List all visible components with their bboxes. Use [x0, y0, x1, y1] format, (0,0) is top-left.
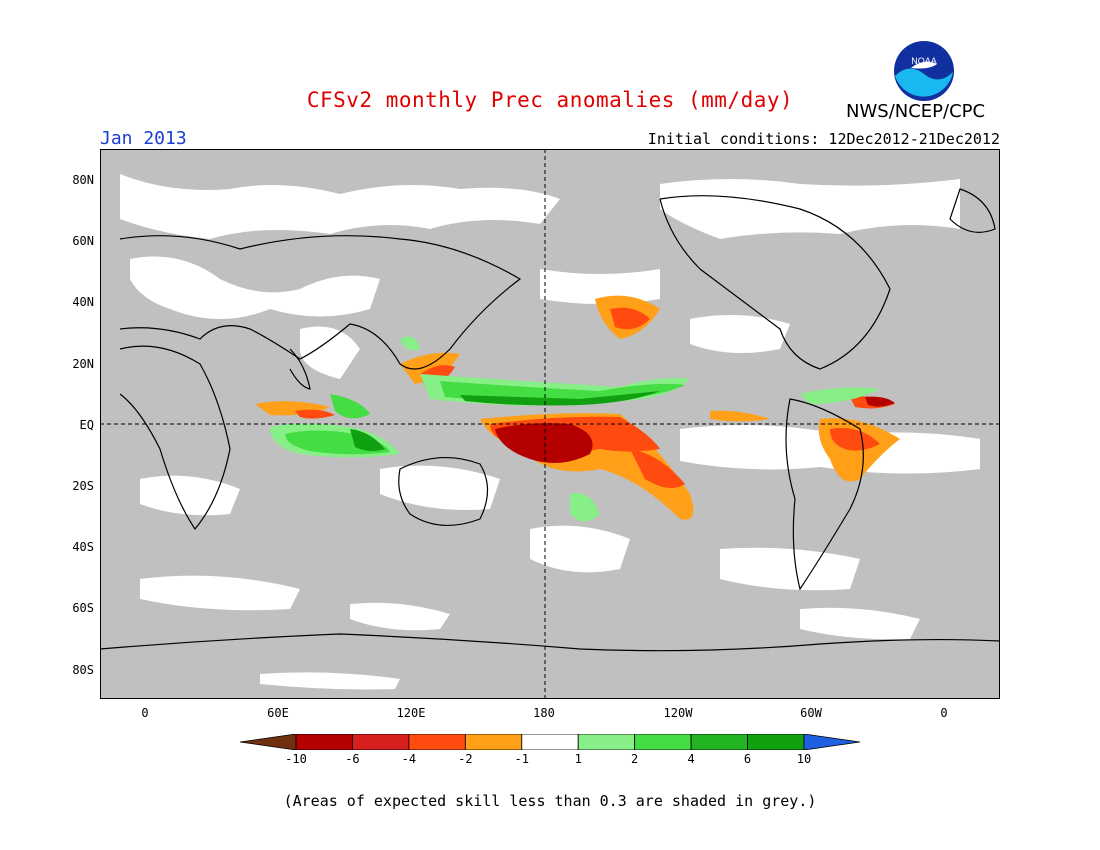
colorbar-cell: [352, 734, 410, 750]
skill-footnote: (Areas of expected skill less than 0.3 a…: [283, 792, 817, 810]
noaa-logo-icon: NOAA: [894, 41, 954, 101]
anomaly-dry-strong: [495, 396, 895, 463]
coastlines: [100, 188, 1000, 652]
colorbar-label: 10: [796, 752, 812, 766]
colorbar-label: -10: [285, 752, 307, 766]
colorbar-cell: [464, 734, 523, 750]
lat-label-20s: 20S: [72, 479, 94, 493]
lat-label-eq: EQ: [79, 418, 94, 432]
colorbar-label: 4: [687, 752, 695, 766]
colorbar-cell: [577, 734, 636, 750]
colorbar-cell: [634, 734, 692, 750]
colorbar-label: -4: [401, 752, 417, 766]
colorbar-cell: [803, 734, 860, 750]
lat-label-60s: 60S: [72, 601, 94, 615]
colorbar-label: -1: [514, 752, 529, 766]
lat-label-80n: 80N: [72, 173, 94, 187]
lon-label-180: 180: [533, 706, 555, 720]
colorbar-label: 1: [574, 752, 582, 766]
map-title: CFSv2 monthly Prec anomalies (mm/day): [306, 88, 794, 112]
lat-label-40s: 40S: [72, 540, 94, 554]
colorbar-cell: [295, 734, 353, 750]
lat-label-20n: 20N: [72, 357, 94, 371]
colorbar-cell: [521, 734, 579, 750]
logo-text: NOAA: [911, 56, 937, 66]
anomaly-wet-strong: [350, 391, 660, 452]
colorbar-label: -6: [345, 752, 360, 766]
lat-label-40n: 40N: [72, 295, 94, 309]
colorbar-label: 2: [631, 752, 639, 766]
forecast-month: Jan 2013: [100, 128, 187, 149]
lon-label-120e: 120E: [396, 706, 426, 720]
lon-label-0: 0: [141, 706, 149, 720]
agency-label: NWS/NCEP/CPC: [846, 101, 986, 122]
colorbar-label: 6: [743, 752, 752, 766]
initial-conditions: Initial conditions: 12Dec2012-21Dec2012: [647, 130, 1000, 148]
anomaly-map: [100, 149, 1000, 699]
colorbar-cell: [690, 734, 748, 750]
lat-label-80s: 80S: [72, 663, 94, 677]
colorbar-cell: [408, 734, 466, 750]
lon-label-60w: 60W: [800, 706, 822, 720]
lat-label-60n: 60N: [72, 234, 94, 248]
colorbar-cells: [240, 734, 860, 750]
colorbar-label: -2: [458, 752, 473, 766]
colorbar-cell: [747, 734, 805, 750]
lon-label-120w: 120W: [663, 706, 693, 720]
lon-label-60e: 60E: [267, 706, 289, 720]
lon-label-0-east: 0: [940, 706, 948, 720]
skill-regions: [120, 174, 980, 690]
colorbar-cell: [240, 734, 297, 750]
colorbar: [240, 734, 860, 750]
